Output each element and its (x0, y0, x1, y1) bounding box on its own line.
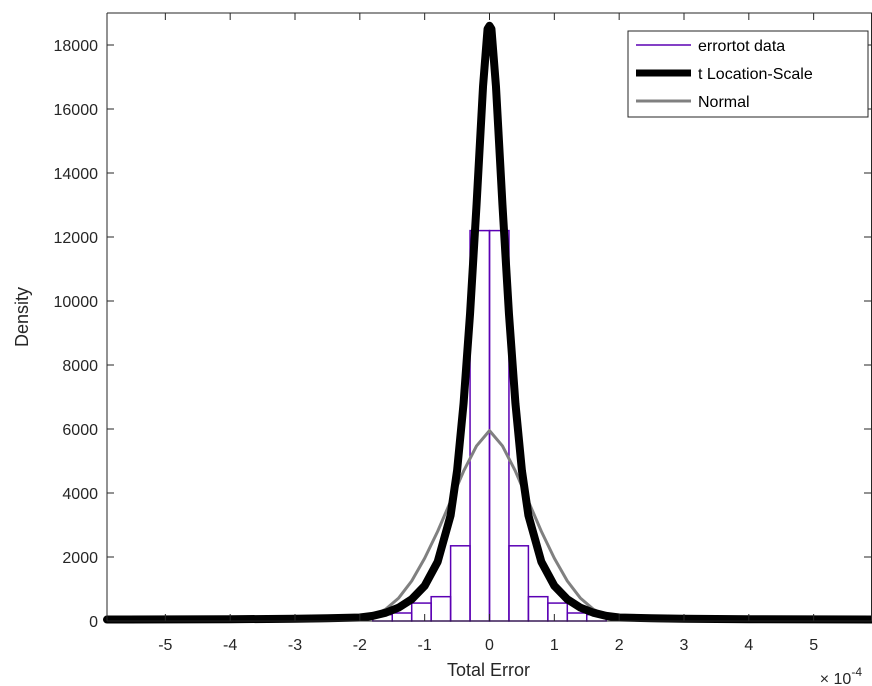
y-tick-label: 12000 (54, 230, 99, 247)
y-tick-label: 4000 (62, 486, 98, 503)
x-tick-label: -2 (353, 637, 367, 654)
svg-text:× 10-4: × 10-4 (820, 665, 863, 686)
x-exponent-power: -4 (851, 665, 862, 679)
x-tick-label: 3 (680, 637, 689, 654)
x-axis-ticks: -5 -4 -3 -2 -1 0 1 2 3 4 5 (158, 13, 818, 654)
y-tick-label: 6000 (62, 422, 98, 439)
x-axis-label: Total Error (447, 660, 530, 680)
x-tick-label: -3 (288, 637, 302, 654)
x-tick-label: 4 (744, 637, 753, 654)
x-tick-label: 2 (615, 637, 624, 654)
x-tick-label: -1 (418, 637, 432, 654)
y-tick-label: 16000 (54, 102, 99, 119)
x-tick-label: -4 (223, 637, 237, 654)
y-tick-label: 0 (89, 614, 98, 631)
legend-label-normal: Normal (698, 94, 750, 111)
x-tick-label: 0 (485, 637, 494, 654)
legend-label-t-location-scale: t Location-Scale (698, 66, 813, 83)
x-tick-label: 5 (809, 637, 818, 654)
y-tick-label: 2000 (62, 550, 98, 567)
x-exponent-label: × 10-4 (820, 665, 863, 686)
y-axis-ticks: 0 2000 4000 6000 8000 10000 12000 14000 16000 180… (54, 38, 871, 631)
legend: errortot data t Location-Scale Normal (627, 30, 869, 118)
y-tick-label: 14000 (54, 166, 99, 183)
x-exponent-base: × 10 (820, 671, 852, 686)
y-tick-label: 8000 (62, 358, 98, 375)
x-tick-label: -5 (158, 637, 172, 654)
x-tick-label: 1 (550, 637, 559, 654)
y-axis-label: Density (12, 287, 32, 347)
legend-label-errortot-data: errortot data (698, 38, 785, 55)
fit-lines (103, 21, 872, 624)
y-tick-label: 18000 (54, 38, 99, 55)
series-line-t-location-scale (103, 21, 872, 624)
y-tick-label: 10000 (54, 294, 99, 311)
